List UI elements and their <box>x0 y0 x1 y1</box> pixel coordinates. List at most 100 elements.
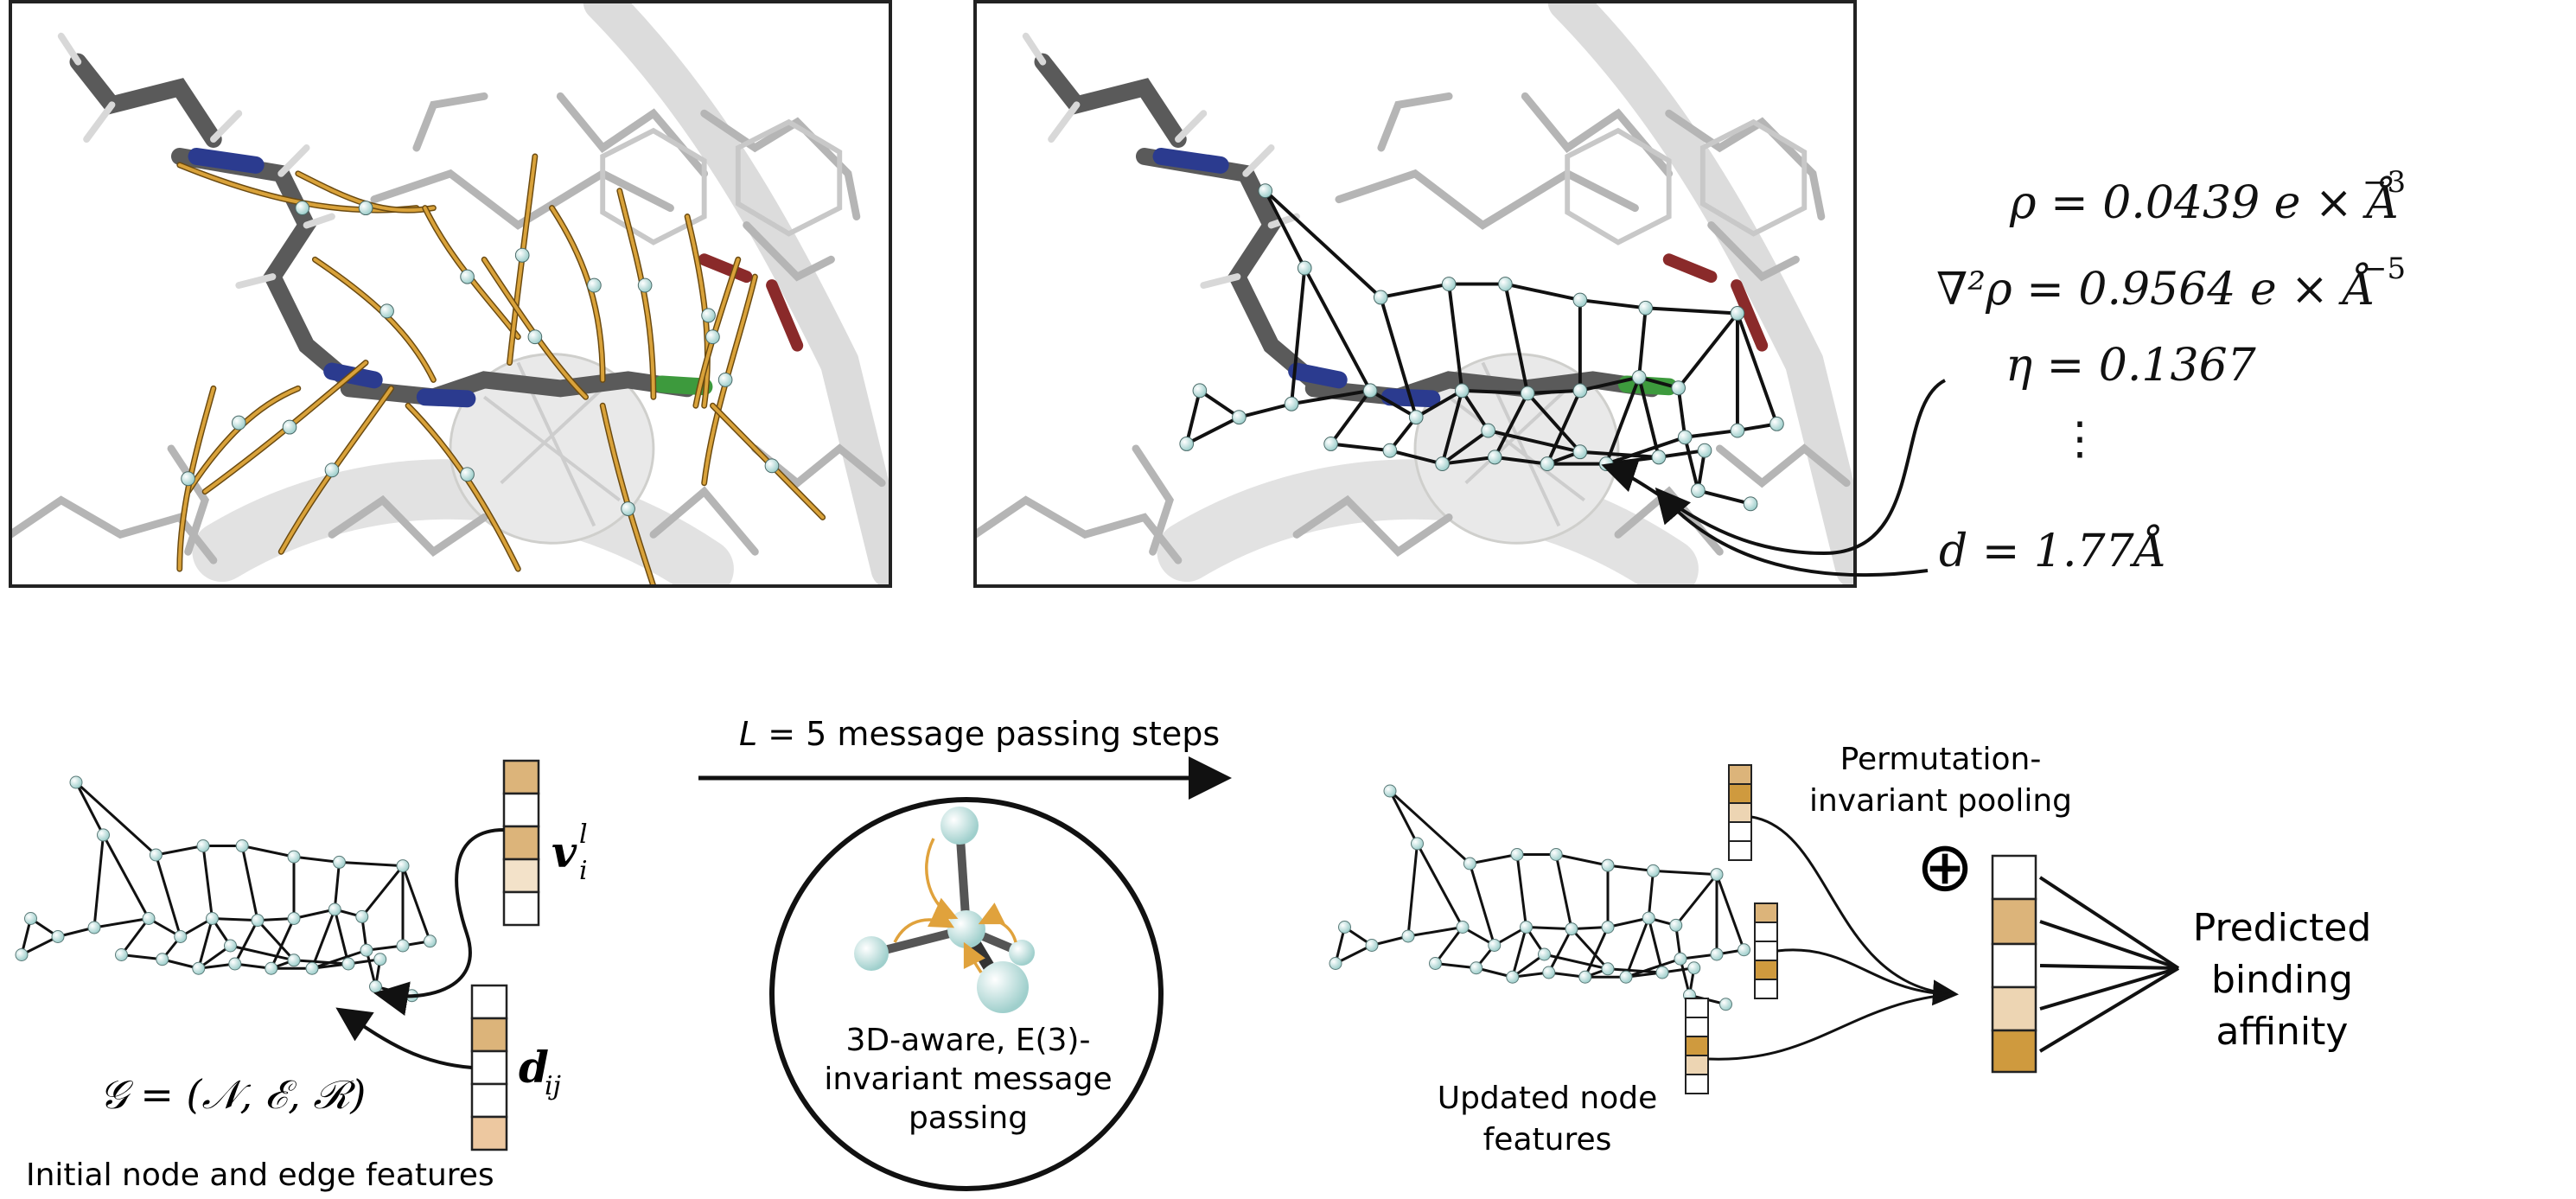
message-passing-circle <box>769 797 1164 1191</box>
graph-edge <box>1645 306 1738 316</box>
bond-path <box>186 386 300 494</box>
graph-edge <box>1291 388 1371 406</box>
graph-edge <box>293 855 340 864</box>
bond-critical-point <box>358 201 373 216</box>
graph-node <box>1323 437 1338 451</box>
graph-node <box>1232 410 1247 425</box>
graph-edge <box>21 935 59 956</box>
graph-edge <box>1303 267 1372 392</box>
bond-critical-point <box>324 462 340 478</box>
graph-node <box>287 953 301 967</box>
graph-node <box>1365 939 1379 952</box>
graph-edge <box>102 834 150 920</box>
graph-edge <box>1462 388 1528 395</box>
bond-critical-point <box>701 308 716 323</box>
graph-edge <box>1330 442 1391 453</box>
graph-node <box>287 850 301 864</box>
svg-text:features: features <box>1483 1122 1612 1158</box>
message-passing-molecule <box>854 807 1035 1013</box>
graph-node <box>24 912 37 925</box>
bond-critical-point <box>527 329 543 345</box>
graph-edge <box>333 909 350 965</box>
graph-node <box>333 855 346 869</box>
graph-edge <box>1380 282 1450 299</box>
graph-node <box>1520 386 1535 401</box>
graph-edge <box>156 845 204 857</box>
bond-critical-point <box>717 372 733 387</box>
graph-node <box>235 839 249 852</box>
graph-node <box>228 957 242 971</box>
graph-edge <box>154 854 182 937</box>
graph-edge <box>333 862 341 910</box>
graph-edge <box>1416 843 1464 928</box>
graph-node <box>1697 443 1712 458</box>
graph-node <box>1411 837 1424 851</box>
graph-edge <box>1264 189 1306 269</box>
graph-edge <box>1184 390 1202 444</box>
graph-node <box>1481 423 1495 438</box>
qtaim-properties: ρ = 0.0439 e × Å −3 ∇²ρ = 0.9564 e × Å −… <box>1936 165 2406 577</box>
graph-node <box>251 914 265 928</box>
graph-node <box>1730 306 1745 321</box>
graph-node <box>373 953 387 966</box>
qtaim-bond-paths-panel <box>9 0 892 588</box>
graph-edge <box>1442 455 1495 466</box>
graph-node <box>1642 911 1655 925</box>
density-exponent: −3 <box>2362 165 2406 200</box>
graph-edge <box>339 860 404 868</box>
laplacian-exponent: −5 <box>2362 252 2406 286</box>
bond-critical-point <box>460 269 475 284</box>
bond-critical-point <box>587 277 602 293</box>
graph-node <box>1510 848 1524 861</box>
bond-critical-point <box>295 201 310 216</box>
graph-node <box>1710 868 1724 882</box>
graph-node <box>196 839 210 852</box>
graph-node <box>1730 423 1745 438</box>
graph-node <box>1651 450 1667 465</box>
graph-edge <box>1715 874 1745 951</box>
graph-node <box>1538 947 1551 961</box>
graph-edge <box>1546 390 1582 465</box>
graph-node <box>328 902 341 916</box>
graph-edge <box>1685 429 1738 439</box>
svg-text:3D-aware, E(3)-: 3D-aware, E(3)- <box>846 1023 1091 1058</box>
graph-edge <box>241 845 295 858</box>
graph-edge <box>1407 926 1463 938</box>
graph-edge <box>1677 312 1739 390</box>
graph-edge <box>1460 389 1490 432</box>
graph-edge <box>1488 429 1581 454</box>
graph-node <box>1463 857 1476 871</box>
graph-edge <box>1329 389 1372 445</box>
svg-text:invariant pooling: invariant pooling <box>1809 783 2072 819</box>
graph-edge <box>256 919 296 961</box>
graph-node <box>1284 396 1299 411</box>
graph-node <box>341 957 355 971</box>
graph-edge <box>1579 298 1646 310</box>
panel-frame <box>973 0 1857 588</box>
graph-node <box>1572 444 1588 460</box>
graph-edge <box>1389 449 1444 466</box>
graph-edge <box>1290 267 1307 405</box>
annotation-pointers <box>1601 379 1946 577</box>
graph-node <box>1441 277 1457 292</box>
graph-edge <box>197 944 232 970</box>
graph-node <box>1506 970 1520 984</box>
bond-critical-point <box>705 329 720 345</box>
ellipsis: ⋮ <box>2057 413 2102 465</box>
graph-edge <box>1584 926 1610 978</box>
graph-node <box>206 912 219 925</box>
graph-node <box>224 939 237 953</box>
graph-node <box>1408 410 1424 425</box>
graph-node <box>396 939 410 953</box>
graph-node <box>1329 957 1342 970</box>
graph-node <box>1572 292 1588 308</box>
svg-text:passing: passing <box>909 1100 1028 1136</box>
graph-edge <box>1503 284 1530 394</box>
graph-edge <box>1435 962 1476 970</box>
svg-text:Permutation-: Permutation- <box>1840 742 2042 777</box>
graph-node <box>1487 450 1502 465</box>
graph-edge <box>1527 388 1580 395</box>
graph-edge <box>1570 928 1610 970</box>
graph-edge <box>1653 869 1718 877</box>
graph-node <box>360 943 373 957</box>
